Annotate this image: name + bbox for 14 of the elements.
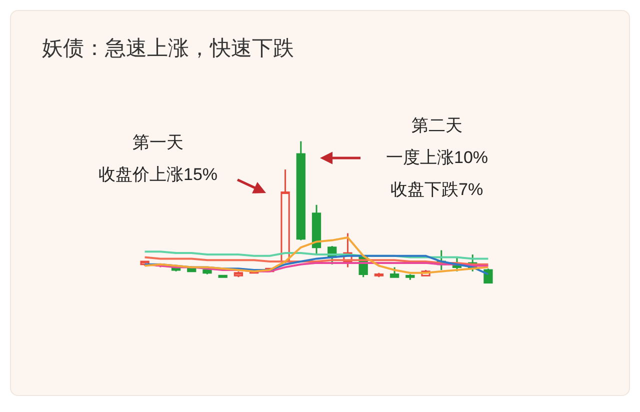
annotation: 一度上涨10%	[386, 147, 488, 169]
candlestick	[234, 270, 244, 278]
candlestick	[312, 204, 322, 256]
candlestick	[406, 274, 415, 281]
candlestick	[296, 140, 306, 242]
candlestick	[218, 274, 228, 278]
text: 第二天	[412, 115, 462, 137]
candlestick	[390, 266, 400, 278]
annotation: 第一天	[132, 132, 184, 154]
candlestick	[484, 268, 493, 284]
annotation: 收盘价上涨15%	[98, 164, 218, 186]
candlestick	[280, 168, 290, 264]
chart-title: 妖债：急速上涨，快速下跌	[42, 36, 294, 62]
annotation: 收盘下跌7%	[390, 179, 484, 201]
